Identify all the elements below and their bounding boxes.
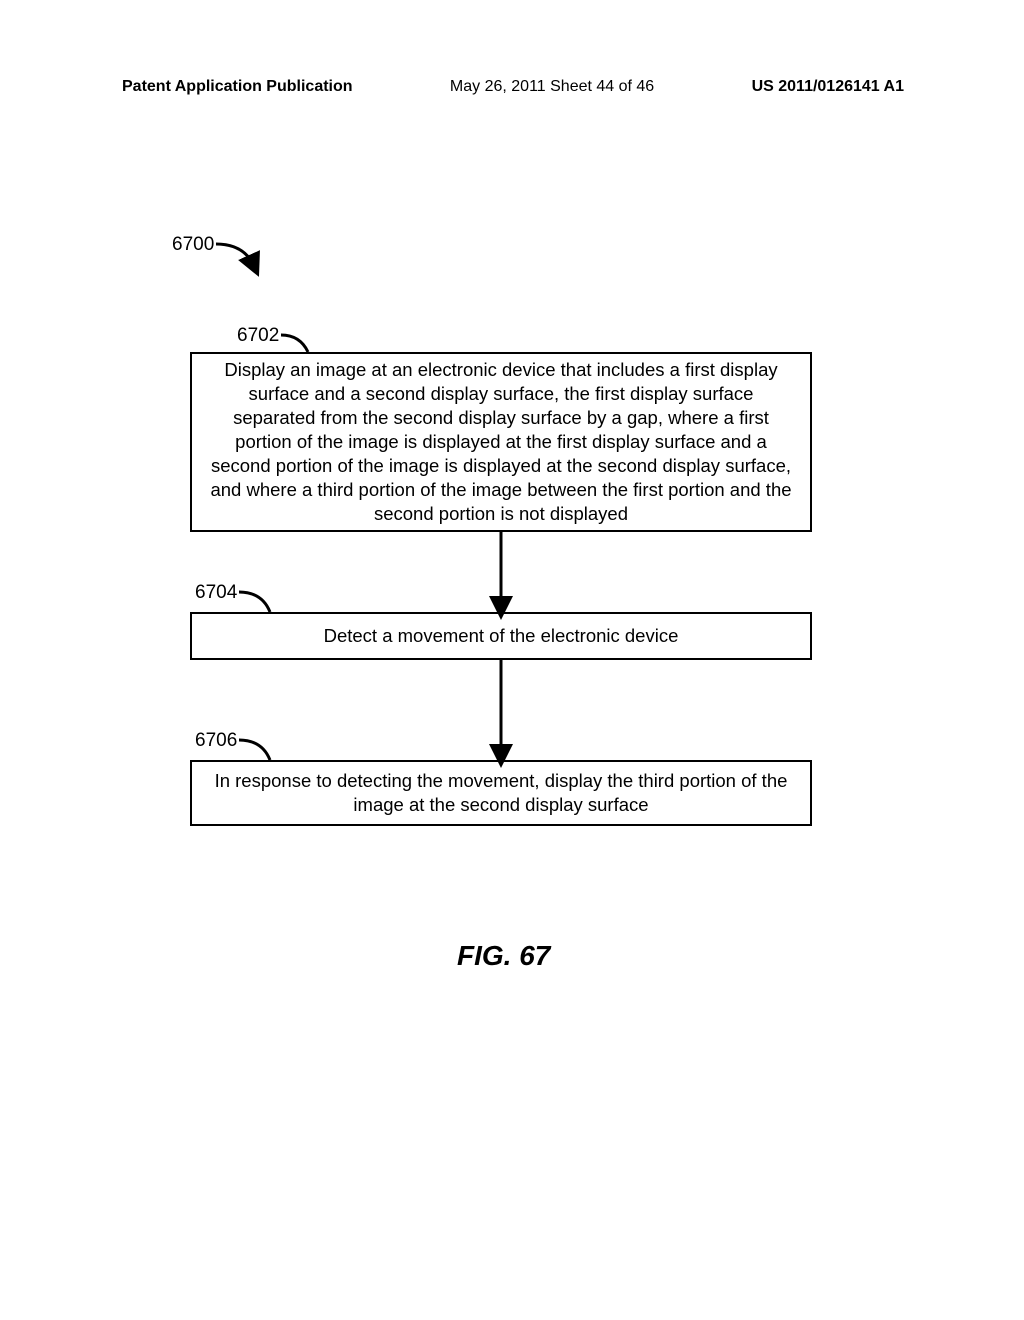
leader-6702: [281, 335, 308, 352]
leader-6704: [239, 592, 270, 612]
figure-canvas: 6700 6702 6704 6706 Display an image at …: [0, 0, 1024, 1320]
leader-6700: [216, 244, 254, 266]
connectors-svg: [0, 0, 1024, 1320]
leader-6706: [239, 740, 270, 760]
figure-label: FIG. 67: [457, 940, 550, 972]
